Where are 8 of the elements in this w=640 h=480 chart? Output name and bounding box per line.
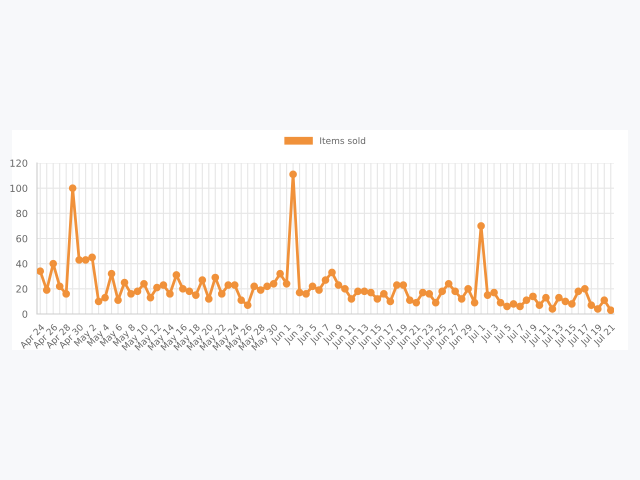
- y-tick-label: 100: [10, 184, 28, 192]
- y-tick-label: 40: [16, 260, 28, 268]
- y-tick-label: 60: [16, 234, 28, 242]
- y-tick-label: 120: [10, 159, 28, 167]
- legend-label: Items sold: [320, 137, 366, 144]
- y-tick-label: 0: [22, 310, 28, 318]
- y-tick-label: 20: [16, 285, 28, 293]
- y-tick-label: 80: [16, 210, 28, 218]
